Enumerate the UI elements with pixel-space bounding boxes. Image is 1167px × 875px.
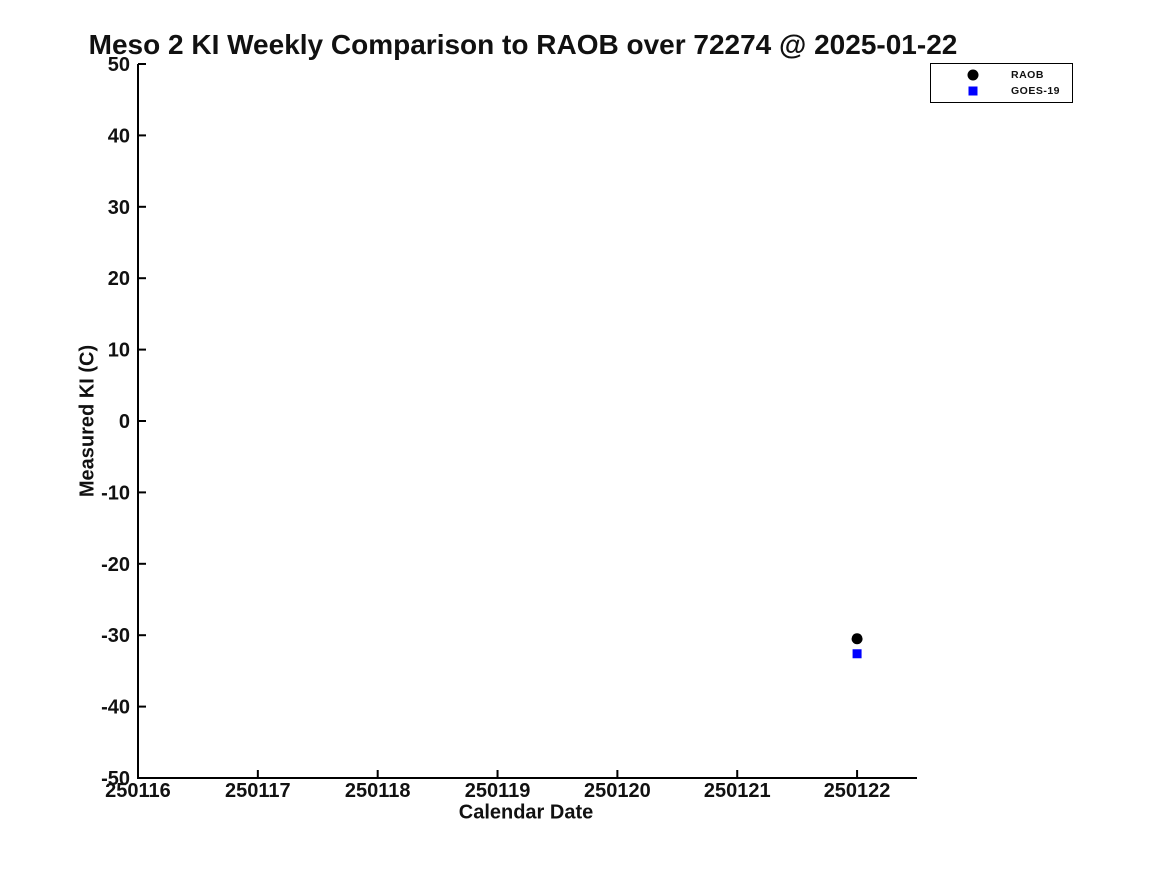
y-tick-label: -30 xyxy=(101,625,130,647)
chart-title: Meso 2 KI Weekly Comparison to RAOB over… xyxy=(88,29,958,60)
data-point-raob xyxy=(851,633,863,645)
goes19-square-marker-icon xyxy=(968,86,978,96)
axis-spines xyxy=(137,64,917,779)
y-tick-label: -50 xyxy=(101,768,130,790)
legend-item-goes19: GOES-19 xyxy=(931,83,1072,99)
x-axis-label: Calendar Date xyxy=(458,801,594,824)
y-tick-label: -20 xyxy=(101,554,130,576)
x-tick-label: 250119 xyxy=(465,780,531,802)
x-tick-label: 250121 xyxy=(704,780,771,802)
legend-item-raob: RAOB xyxy=(931,67,1072,83)
y-tick-label: 30 xyxy=(108,197,130,219)
y-tick-label: -40 xyxy=(101,697,130,719)
data-point-goes-19 xyxy=(852,649,862,659)
y-tick-label: 40 xyxy=(108,125,130,147)
y-tick-label: -10 xyxy=(101,482,130,504)
raob-circle-marker-icon xyxy=(967,69,979,81)
x-tick-label: 250116 xyxy=(105,780,171,802)
x-tick-label: 250118 xyxy=(345,780,411,802)
y-tick-label: 20 xyxy=(108,268,130,290)
x-tick-label: 250120 xyxy=(584,780,651,802)
legend: RAOB GOES-19 xyxy=(930,63,1073,103)
x-tick-label: 250117 xyxy=(225,780,291,802)
legend-label-raob: RAOB xyxy=(1011,69,1044,81)
legend-label-goes19: GOES-19 xyxy=(1011,85,1061,97)
y-tick-label: 10 xyxy=(108,340,130,362)
y-tick-label: 50 xyxy=(108,54,130,76)
y-tick-label: 0 xyxy=(119,411,130,433)
x-tick-label: 250122 xyxy=(824,780,891,802)
